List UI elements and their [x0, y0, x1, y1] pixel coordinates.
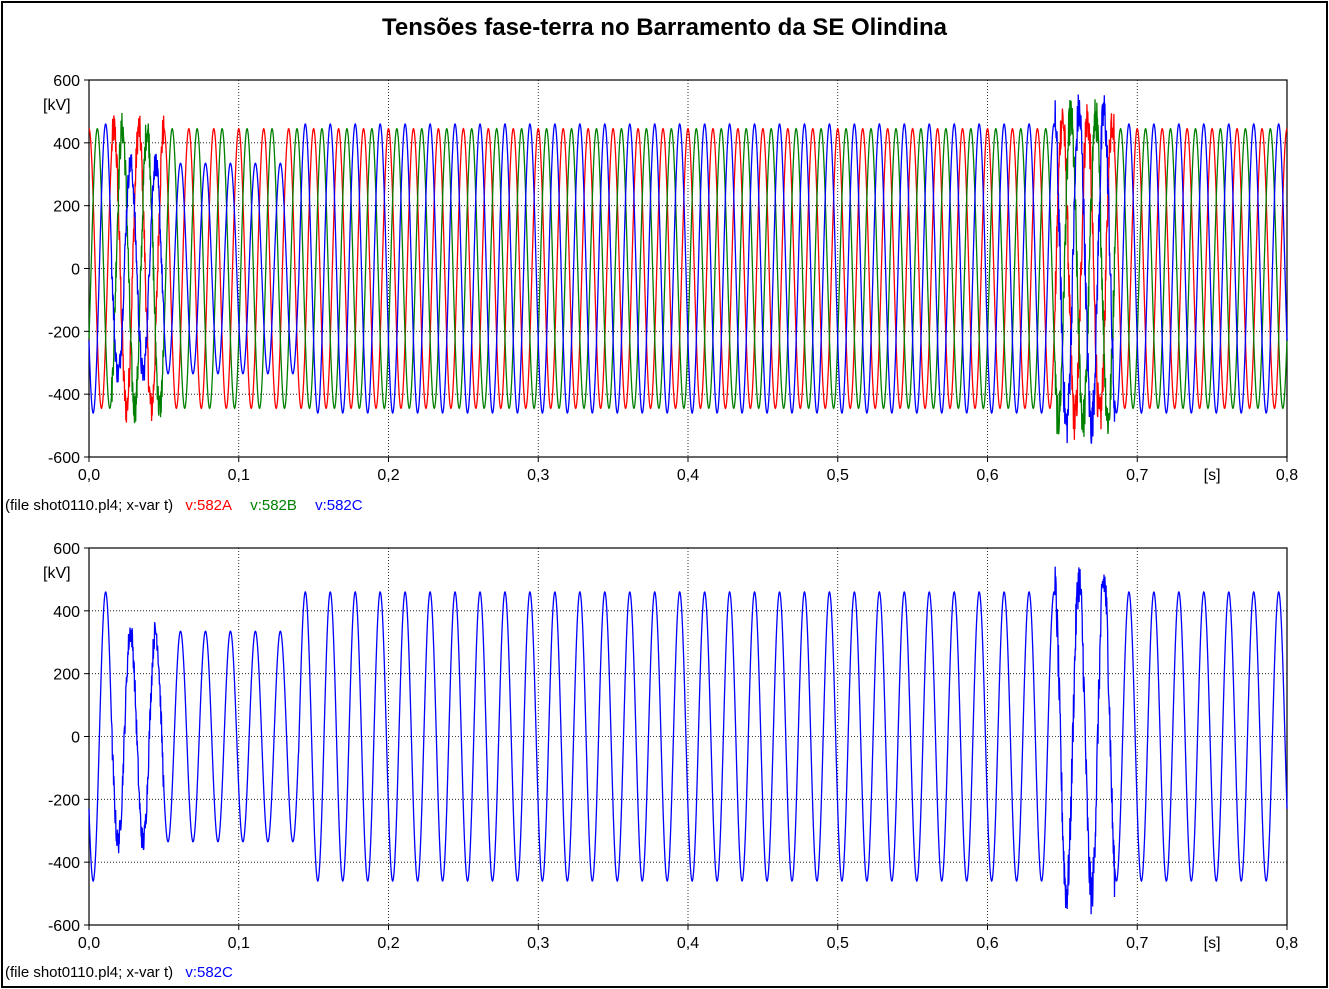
top-plot-area [88, 79, 1288, 458]
top-x-tick-label: 0,3 [527, 467, 549, 484]
bottom-y-tick-label: 0 [71, 730, 80, 747]
top-y-tick-label: 600 [53, 73, 80, 90]
top-legend: (file shot0110.pl4; x-var t) v:582A v:58… [5, 497, 377, 514]
bottom-legend-source: (file shot0110.pl4; x-var t) [5, 964, 174, 981]
bottom-x-tick-label: 0,7 [1126, 935, 1148, 952]
bottom-x-tick-label: 0,2 [377, 935, 399, 952]
bottom-x-tick-label: 0,4 [677, 935, 699, 952]
chart-title: Tensões fase-terra no Barramento da SE O… [381, 14, 948, 41]
top-chart-group: 600 400 200 0 -200 -400 -600 [kV] 0,0 0,1 0,2 0,3 0,… [43, 73, 1298, 484]
top-x-tick-label: 0,8 [1276, 467, 1298, 484]
bottom-y-tick-label: -200 [48, 792, 80, 809]
top-x-tick-label: 0,1 [228, 467, 250, 484]
bottom-plot-area [88, 547, 1288, 926]
legend-entry-582a: v:582A [185, 497, 233, 514]
bottom-x-tick-label: 0,6 [976, 935, 998, 952]
top-y-tick-label: -200 [48, 324, 80, 341]
bottom-y-tick-label: -600 [48, 918, 80, 935]
top-y-axis-label: [kV] [43, 97, 71, 114]
top-series-v582a [88, 104, 1288, 440]
top-y-tick-label: 400 [53, 136, 80, 153]
bottom-x-tick-label: 0,0 [78, 935, 100, 952]
bottom-legend: (file shot0110.pl4; x-var t) v:582C [5, 964, 247, 981]
top-y-tick-label: 0 [71, 262, 80, 279]
legend-entry-582c: v:582C [315, 497, 363, 514]
bottom-y-tick-label: 400 [53, 604, 80, 621]
bottom-x-tick-label: 0,3 [527, 935, 549, 952]
top-x-tick-label: 0,2 [377, 467, 399, 484]
top-y-tick-label: -400 [48, 387, 80, 404]
bottom-y-axis-label: [kV] [43, 565, 71, 582]
bottom-y-tick-label: 200 [53, 667, 80, 684]
top-x-axis-label: [s] [1204, 467, 1221, 484]
top-y-tick-label: -600 [48, 450, 80, 467]
top-x-tick-label: 0,6 [976, 467, 998, 484]
bottom-y-tick-label: -400 [48, 855, 80, 872]
bottom-x-tick-label: 0,8 [1276, 935, 1298, 952]
bottom-x-tick-label: 0,5 [827, 935, 849, 952]
bottom-series-v582c [88, 566, 1288, 915]
bottom-x-tick-label: 0,1 [228, 935, 250, 952]
bottom-y-tick-label: 600 [53, 541, 80, 558]
top-x-tick-label: 0,4 [677, 467, 699, 484]
top-series-v582c [88, 94, 1288, 444]
top-x-tick-label: 0,5 [827, 467, 849, 484]
bottom-chart-group: 600 400 200 0 -200 -400 -600 [kV] 0,0 0,1 0,2 0,3 0,… [43, 541, 1298, 952]
top-y-tick-label: 200 [53, 199, 80, 216]
legend-entry-582c-bottom: v:582C [185, 964, 233, 981]
top-x-tick-label: 0,7 [1126, 467, 1148, 484]
top-legend-source: (file shot0110.pl4; x-var t) [5, 497, 174, 514]
legend-entry-582b: v:582B [250, 497, 297, 514]
top-x-tick-label: 0,0 [78, 467, 100, 484]
bottom-x-axis-label: [s] [1204, 935, 1221, 952]
